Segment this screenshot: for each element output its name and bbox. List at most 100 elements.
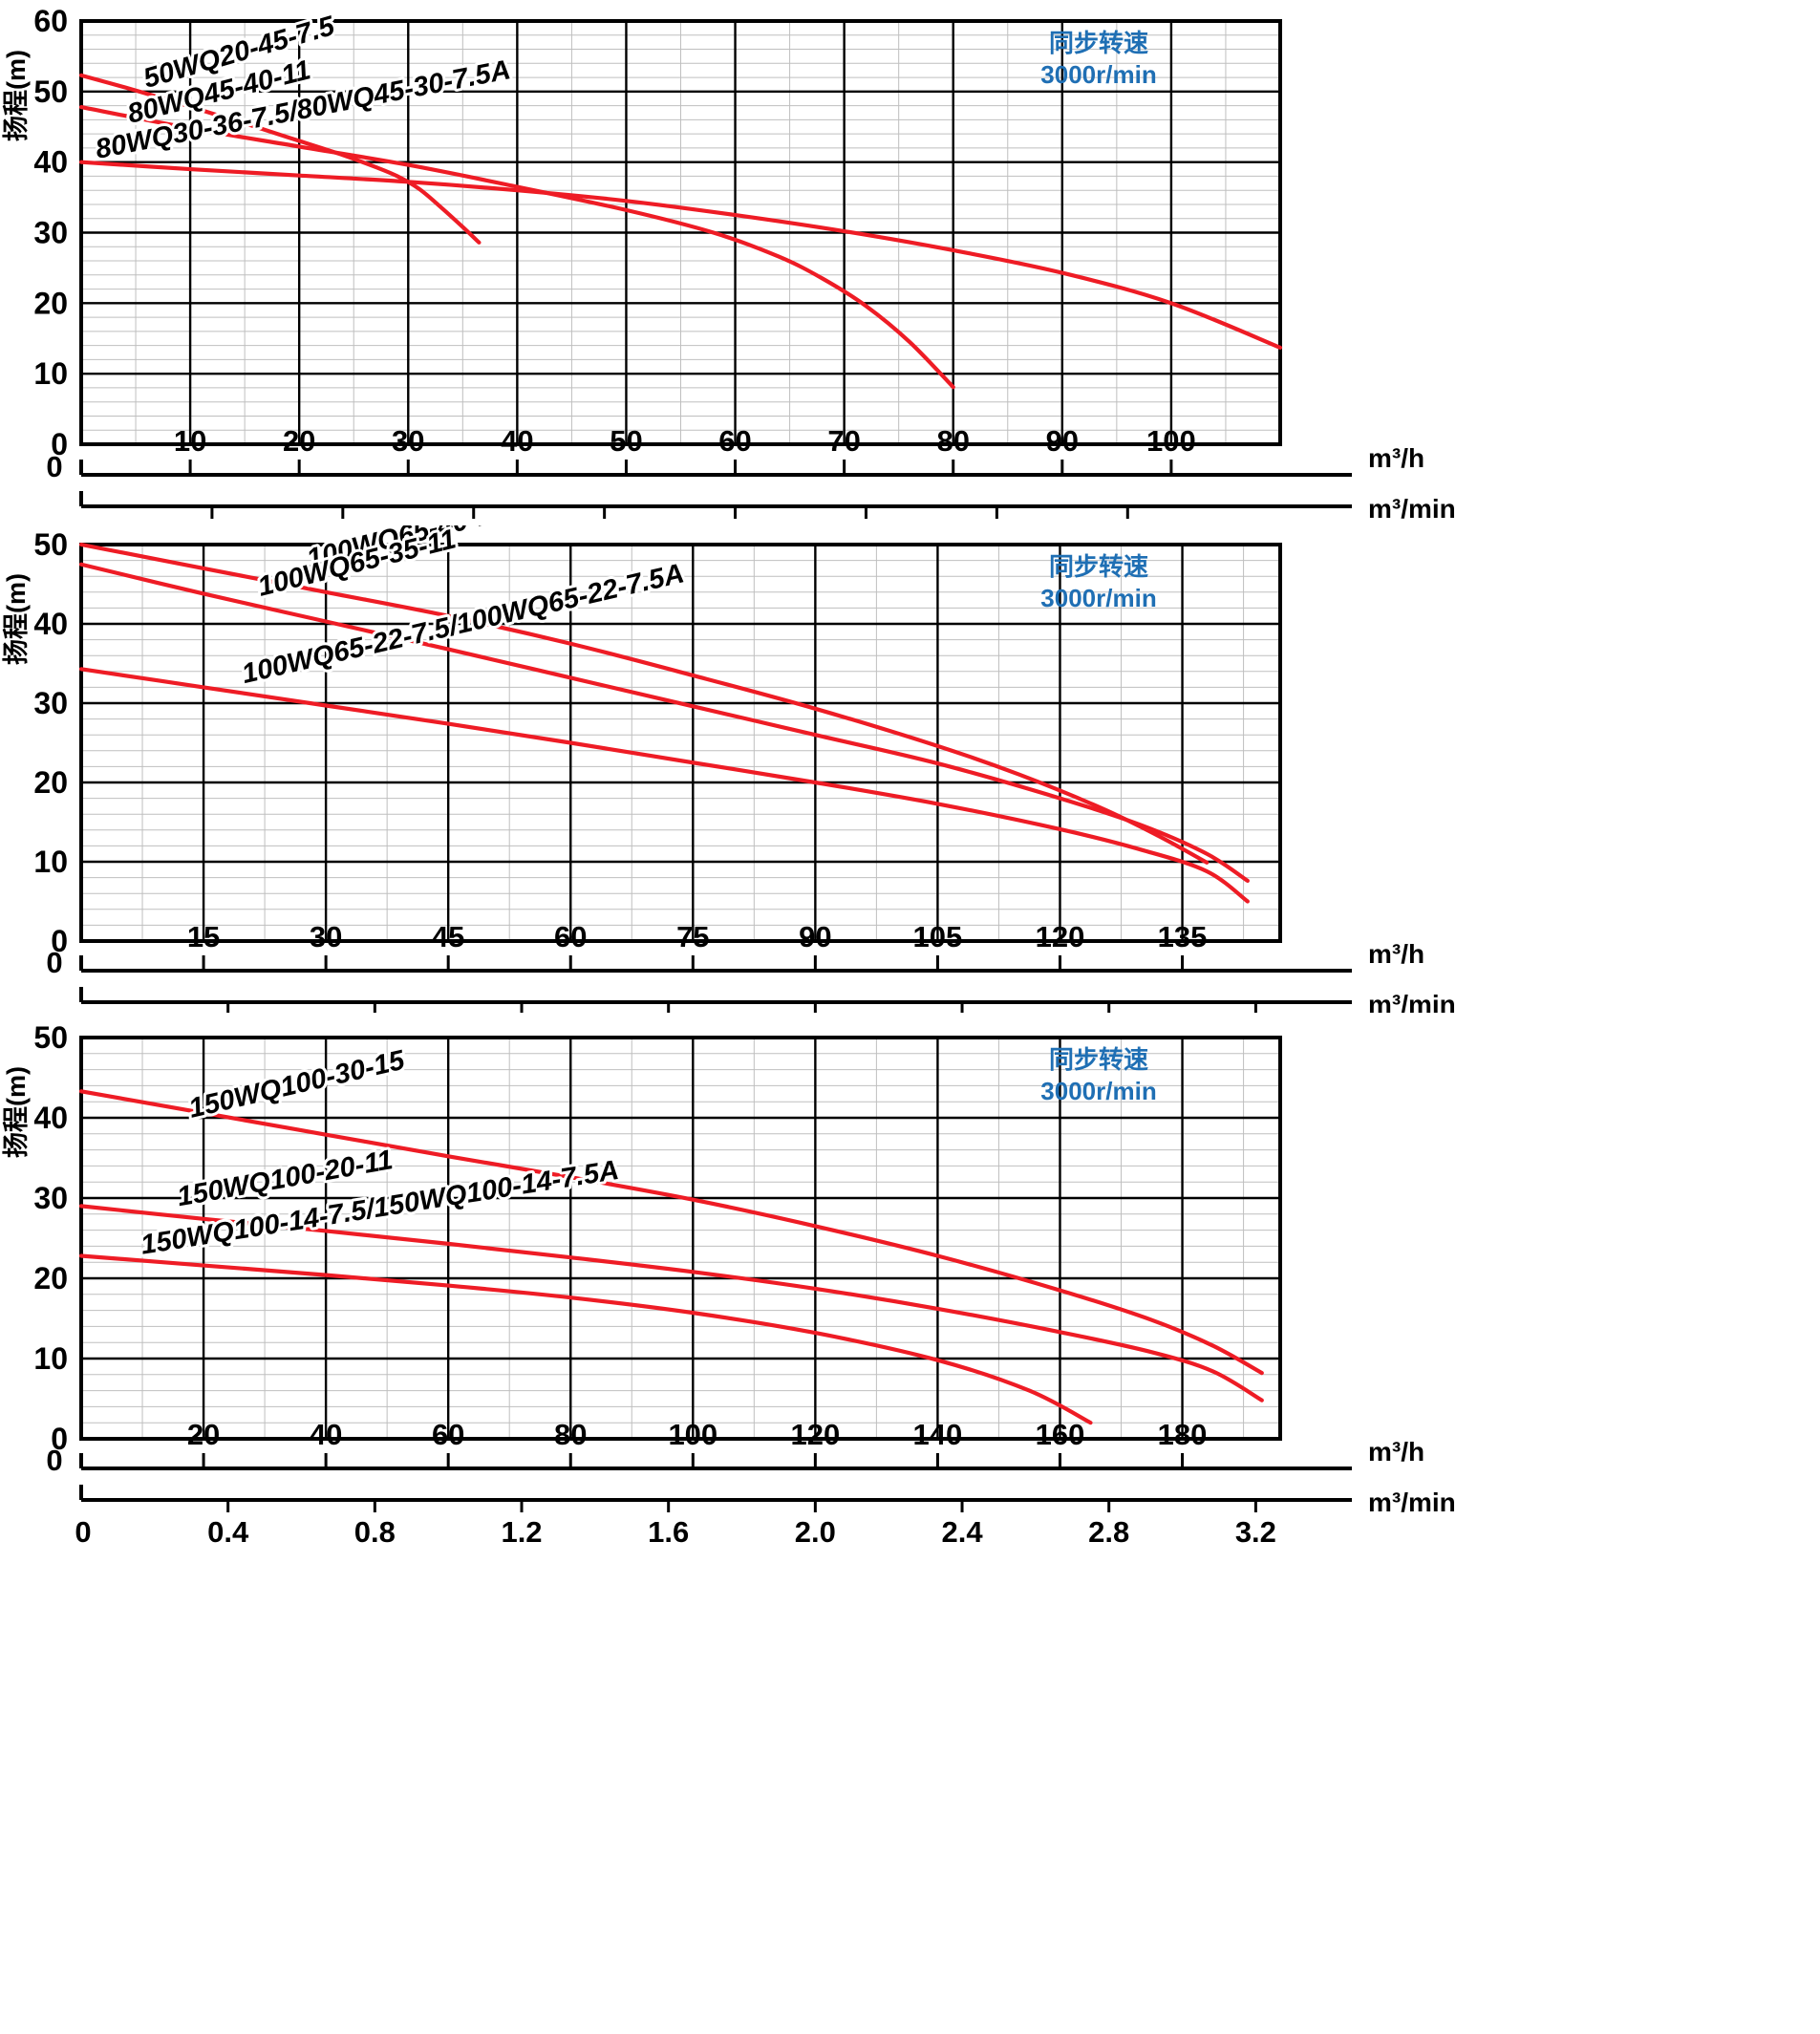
y-tick-label: 20 bbox=[33, 1261, 68, 1295]
legend-speed-label: 同步转速 bbox=[1049, 1045, 1148, 1074]
y-tick-label: 0 bbox=[51, 427, 68, 461]
x-axis-unit-secondary: m³/min bbox=[1368, 494, 1456, 521]
y-tick-labels: 0 10 20 30 40 50 60 bbox=[33, 4, 68, 461]
chart-2: 01020304050扬程(m)100WQ65-40-15100WQ65-35-… bbox=[2, 525, 1456, 1013]
y-tick-label: 50 bbox=[33, 1020, 68, 1055]
x-axis-unit-primary: m³/h bbox=[1368, 1437, 1424, 1467]
x-tick-label-primary: 60 bbox=[718, 424, 751, 458]
y-tick-label: 50 bbox=[33, 75, 68, 109]
grid-major bbox=[81, 1038, 1280, 1439]
y-tick-label: 60 bbox=[33, 4, 68, 38]
curve-150WQ100-20-11 bbox=[78, 1204, 1264, 1402]
x-tick-label-secondary: 2.4 bbox=[941, 1515, 983, 1549]
y-tick-label: 10 bbox=[33, 845, 68, 879]
x-tick-labels-secondary: 00.30.60.91.21.51.82.12.4 bbox=[226, 1002, 1257, 1013]
chart-block-1: 0 10 20 30 40 50 60 扬程(m) 50WQ20-45-7.5 80WQ45-40… bbox=[0, 0, 1820, 521]
y-tick-labels: 0 10 20 30 40 50 bbox=[33, 527, 68, 958]
x-tick-label-primary: 45 bbox=[432, 920, 464, 953]
chart-block-2: 0 10 20 30 40 50 扬程(m) 100WQ65-40-15 100WQ65-35-… bbox=[0, 525, 1820, 1013]
y-tick-label: 40 bbox=[33, 145, 68, 180]
x-tick-label-primary: 10 bbox=[174, 424, 206, 458]
curve-80WQ30-36-7.5/80WQ45-30-7.5A bbox=[78, 160, 1283, 350]
x-axis-unit-secondary: m³/min bbox=[1368, 1488, 1456, 1517]
x-tick-label-primary: 90 bbox=[1046, 424, 1079, 458]
x-tick-label-primary: 20 bbox=[187, 1418, 220, 1451]
legend-speed-value: 3000r/min bbox=[1040, 60, 1156, 89]
curve-150WQ100-14-7.5/150WQ100-14-7.5A bbox=[78, 1253, 1093, 1425]
y-tick-label: 20 bbox=[33, 765, 68, 800]
y-tick-label: 20 bbox=[33, 286, 68, 320]
x-tick-label-primary: 140 bbox=[913, 1418, 963, 1451]
x-tick-label-secondary: 2.8 bbox=[1088, 1515, 1129, 1549]
y-axis-title: 扬程(m) bbox=[2, 573, 31, 665]
curves bbox=[78, 1089, 1264, 1425]
plot-frame bbox=[79, 1036, 1282, 1441]
x-tick-label-primary: 40 bbox=[501, 424, 533, 458]
x-tick-label-primary: 70 bbox=[827, 424, 860, 458]
y-tick-labels: 0 10 20 30 40 50 bbox=[33, 1020, 68, 1456]
x-tick-label-primary: 60 bbox=[554, 920, 587, 953]
y-axis-title: 扬程(m) bbox=[2, 50, 31, 141]
x-tick-label-primary: 20 bbox=[283, 424, 315, 458]
legend-speed-value: 3000r/min bbox=[1040, 1077, 1156, 1105]
x-tick-label-primary: 75 bbox=[676, 920, 709, 953]
plot-frame bbox=[79, 543, 1282, 943]
y-tick-label: 40 bbox=[33, 1101, 68, 1135]
x-tick-label-secondary: 1.2 bbox=[501, 1515, 542, 1549]
x-tick-label-secondary: 2.0 bbox=[795, 1515, 836, 1549]
y-axis-title: 扬程(m) bbox=[2, 1066, 31, 1158]
y-tick-label: 30 bbox=[33, 686, 68, 720]
grid-major bbox=[81, 545, 1280, 941]
x-tick-label-primary: 160 bbox=[1036, 1418, 1085, 1451]
x-tick-labels-secondary: 00.20.40.60.81.01.21.41.6 bbox=[210, 506, 1129, 519]
x-tick-labels-secondary: 0 0.4 0.8 1.2 1.6 2.0 2.4 2.8 3.2 bbox=[75, 1500, 1276, 1549]
legend-speed-label: 同步转速 bbox=[1049, 29, 1148, 57]
y-tick-label: 0 bbox=[51, 924, 68, 958]
x-tick-labels-primary: 0 10 20 30 40 50 60 70 80 90 100 bbox=[46, 424, 1195, 483]
curves bbox=[78, 73, 1283, 390]
x-tick-label-secondary: 0 bbox=[75, 1515, 91, 1549]
x-tick-labels-primary: 0 20 40 60 80 100 120 140 160 180 bbox=[46, 1418, 1207, 1477]
x-tick-label-primary: 105 bbox=[913, 920, 963, 953]
curve-100WQ65-22-7.5/100WQ65-22-7.5A bbox=[78, 667, 1250, 904]
legend: 同步转速 3000r/min bbox=[1040, 1045, 1156, 1105]
curve-80WQ45-40-11 bbox=[78, 104, 955, 390]
grid-major bbox=[81, 21, 1280, 444]
x-axis-unit-secondary: m³/min bbox=[1368, 990, 1456, 1013]
x-tick-label-primary: 30 bbox=[392, 424, 424, 458]
x-tick-label-secondary: 3.2 bbox=[1235, 1515, 1276, 1549]
x-tick-label-primary: 30 bbox=[310, 920, 342, 953]
y-tick-label: 30 bbox=[33, 216, 68, 250]
chart-block-3: 0 10 20 30 40 50 扬程(m) 150WQ100-30-15 150WQ100-2… bbox=[0, 1013, 1820, 1556]
x-tick-label-primary: 15 bbox=[187, 920, 220, 953]
x-tick-label-primary: 80 bbox=[936, 424, 969, 458]
y-tick-label: 10 bbox=[33, 1341, 68, 1376]
x-tick-label-primary: 50 bbox=[610, 424, 642, 458]
curve-150WQ100-30-15 bbox=[78, 1089, 1264, 1376]
legend-speed-value: 3000r/min bbox=[1040, 584, 1156, 612]
plot-area bbox=[81, 1038, 1280, 1439]
legend-speed-label: 同步转速 bbox=[1049, 552, 1148, 581]
x-tick-label-primary: 0 bbox=[46, 450, 62, 483]
x-tick-label-primary: 100 bbox=[668, 1418, 717, 1451]
y-tick-label: 30 bbox=[33, 1181, 68, 1215]
x-tick-label-secondary: 1.6 bbox=[648, 1515, 689, 1549]
x-tick-label-primary: 120 bbox=[791, 1418, 841, 1451]
curve-100WQ65-35-11 bbox=[78, 562, 1250, 884]
x-tick-label-primary: 0 bbox=[46, 946, 62, 979]
curves bbox=[78, 542, 1250, 904]
plot-frame bbox=[79, 19, 1282, 446]
y-tick-label: 10 bbox=[33, 356, 68, 391]
x-axis-unit-primary: m³/h bbox=[1368, 939, 1424, 969]
x-tick-labels-primary: 0 15 30 45 60 75 90 105 120 135 bbox=[46, 920, 1207, 979]
x-tick-label-primary: 135 bbox=[1158, 920, 1208, 953]
y-tick-label: 0 bbox=[51, 1422, 68, 1456]
x-tick-label-secondary: 0.4 bbox=[207, 1515, 249, 1549]
x-tick-label-primary: 90 bbox=[799, 920, 831, 953]
x-tick-label-secondary: 0.8 bbox=[354, 1515, 396, 1549]
x-tick-label-primary: 60 bbox=[432, 1418, 464, 1451]
x-tick-label-primary: 120 bbox=[1036, 920, 1085, 953]
